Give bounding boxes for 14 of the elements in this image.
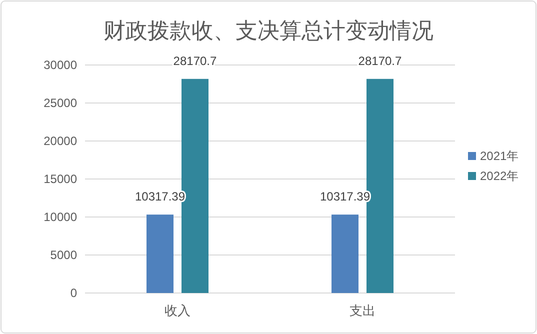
y-tick-label: 10000 [44,210,78,224]
data-label: 28170.7 [173,54,218,68]
data-label: 28170.7 [358,54,402,68]
y-tick-label: 0 [70,286,78,300]
x-tick-label: 收入 [164,303,190,318]
y-tick-label: 30000 [44,58,78,72]
y-tick-label: 5000 [50,248,78,262]
legend-label: 2022年 [480,169,519,183]
y-tick-label: 25000 [44,96,78,110]
y-tick-label: 20000 [44,134,78,148]
legend-label: 2021年 [480,149,519,163]
y-tick-label: 15000 [44,172,78,186]
x-tick-label: 支出 [350,303,376,318]
chart-title: 财政拨款收、支决算总计变动情况 [104,18,434,43]
